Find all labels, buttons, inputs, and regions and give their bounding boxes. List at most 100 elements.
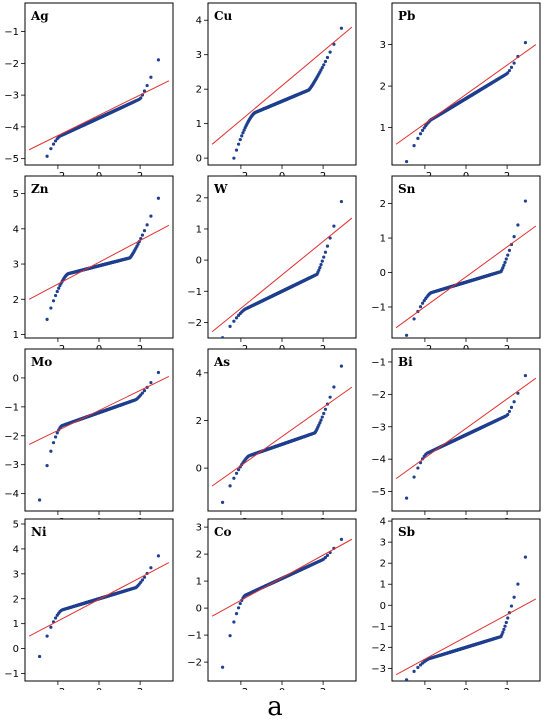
y-tick-label: −1 [4, 402, 19, 413]
sample-point [404, 678, 409, 681]
y-tick-label: 4 [13, 544, 19, 555]
sample-point [145, 223, 149, 227]
reference-line [395, 225, 537, 329]
panel-title: Pb [398, 9, 415, 23]
qq-plot-grid: Ag −2 0 2 −5 −4 −3 −2 −1 Cu −2 0 2 0 1 2 3 4 Pb −2 0 2 1 2 3 Zn −2… [4, 2, 541, 690]
reference-line [28, 224, 170, 300]
sample-point [322, 63, 326, 67]
y-tick-label: 2 [380, 199, 386, 210]
y-tick-label: 0 [196, 154, 202, 165]
sample-point [149, 75, 153, 79]
y-tick-label: 1 [196, 577, 202, 588]
reference-line [28, 80, 170, 151]
sample-point [509, 65, 514, 69]
y-tick-label: 2 [196, 193, 202, 204]
y-tick-label: −3 [4, 460, 19, 471]
sample-point [51, 142, 56, 146]
panel-title: As [213, 355, 230, 369]
y-tick-label: 0 [196, 256, 202, 267]
data-layer [395, 373, 537, 500]
y-tick-label: −1 [187, 287, 202, 298]
y-tick-label: −5 [4, 154, 19, 165]
sample-point [234, 316, 239, 320]
data-layer [28, 196, 170, 321]
sample-point [328, 236, 332, 240]
y-tick-label: 3 [380, 538, 386, 549]
reference-line [211, 217, 353, 333]
x-tick-label: 0 [279, 687, 285, 690]
y-tick-label: 3 [380, 40, 386, 51]
sample-point [232, 620, 236, 624]
y-tick-label: −1 [371, 622, 386, 633]
sample-point [512, 595, 516, 599]
sample-point [142, 389, 147, 393]
sample-point [501, 266, 505, 270]
data-layer [211, 537, 353, 669]
y-tick-label: −1 [371, 357, 386, 368]
sample-point [416, 665, 420, 670]
sample-point [420, 301, 425, 305]
sample-point [220, 336, 225, 338]
sample-point [136, 242, 140, 246]
data-layer [28, 554, 170, 659]
sample-point [503, 260, 507, 264]
panel-title: Zn [31, 182, 49, 196]
x-tick-label: 0 [96, 687, 102, 690]
sample-point [140, 233, 145, 237]
sample-point [55, 431, 59, 435]
sample-point [149, 566, 153, 570]
sample-point [323, 59, 328, 64]
sample-point [53, 139, 58, 143]
sample-point [416, 466, 420, 470]
sample-point [322, 255, 326, 259]
panel-frame [207, 348, 357, 512]
y-tick-label: 4 [380, 517, 386, 528]
sample-point [49, 449, 53, 453]
x-tick-label: −2 [51, 687, 66, 690]
sample-point [234, 148, 239, 152]
sample-point [420, 128, 425, 132]
sample-point [323, 250, 328, 254]
reference-line [28, 562, 170, 637]
y-tick-label: 2 [196, 550, 202, 561]
panel-frame [24, 175, 174, 339]
y-tick-label: −3 [371, 422, 386, 433]
panel-frame [207, 175, 357, 339]
sample-point [332, 385, 336, 389]
panel-frame [391, 518, 541, 682]
y-tick-label: 3 [13, 569, 19, 580]
sample-point [57, 286, 61, 290]
sample-point [412, 669, 416, 673]
sample-point [320, 415, 324, 419]
sample-point [523, 199, 528, 203]
sample-point [234, 471, 239, 475]
y-tick-label: 0 [196, 464, 202, 475]
data-layer [395, 555, 537, 681]
sample-point [228, 169, 231, 172]
panel-title: Ni [31, 525, 47, 539]
panel-title: Bi [398, 355, 413, 369]
qq-panel-mo: Mo−202−4−3−2−10 [4, 348, 174, 528]
sample-point [412, 317, 416, 321]
sample-point [156, 370, 161, 375]
sample-point [507, 248, 512, 252]
qq-panel-co: Co −2 0 2 −2 −1 0 1 2 3 [187, 518, 357, 690]
sample-point [320, 259, 324, 263]
sample-point [142, 229, 147, 233]
sample-point [51, 441, 56, 445]
y-tick-label: 0 [13, 644, 19, 655]
y-tick-label: −1 [4, 27, 19, 38]
y-tick-label: −2 [371, 390, 386, 401]
panel-title: Sn [398, 182, 416, 196]
y-tick-label: 2 [13, 295, 19, 306]
y-tick-label: −1 [371, 302, 386, 313]
panel-frame [24, 2, 174, 166]
data-layer [211, 364, 353, 504]
sample-point [236, 142, 241, 146]
sample-point [323, 555, 328, 560]
sample-point [504, 257, 508, 261]
sample-point [418, 132, 423, 136]
sample-point [236, 606, 241, 610]
sample-point [240, 134, 244, 138]
y-tick-label: 0 [380, 268, 386, 279]
